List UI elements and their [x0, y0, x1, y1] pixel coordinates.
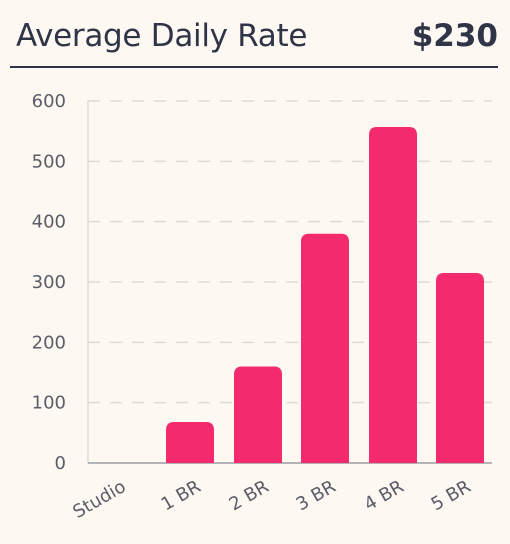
y-tick-label: 100: [32, 393, 66, 414]
chart-title: Average Daily Rate: [16, 18, 308, 54]
y-tick-label: 300: [32, 272, 66, 293]
bar-5-br: [436, 272, 484, 463]
y-tick-label: 500: [32, 151, 66, 172]
average-rate-value: $230: [411, 18, 498, 54]
x-tick-label: 5 BR: [428, 476, 475, 515]
x-tick-label: 2 BR: [226, 476, 273, 515]
y-axis-ticks: 0 100 200 300 400 500 600: [32, 91, 66, 474]
x-tick-label: Studio: [69, 476, 129, 523]
y-tick-label: 0: [55, 453, 66, 474]
y-tick-label: 200: [32, 332, 66, 353]
bar-2-br: [234, 366, 282, 463]
bars: [166, 126, 484, 464]
grid-lines: [87, 100, 492, 464]
x-tick-label: 3 BR: [293, 476, 340, 515]
x-tick-label: 1 BR: [158, 476, 205, 515]
y-tick-label: 600: [32, 91, 66, 112]
y-tick-label: 400: [32, 212, 66, 233]
x-tick-label: 4 BR: [361, 476, 408, 515]
chart-header: Average Daily Rate $230: [10, 0, 498, 68]
bar-3-br: [301, 233, 349, 463]
bar-4-br: [369, 126, 417, 464]
x-axis-labels: Studio 1 BR 2 BR 3 BR 4 BR 5 BR: [69, 476, 474, 523]
bar-1-br: [166, 421, 214, 463]
